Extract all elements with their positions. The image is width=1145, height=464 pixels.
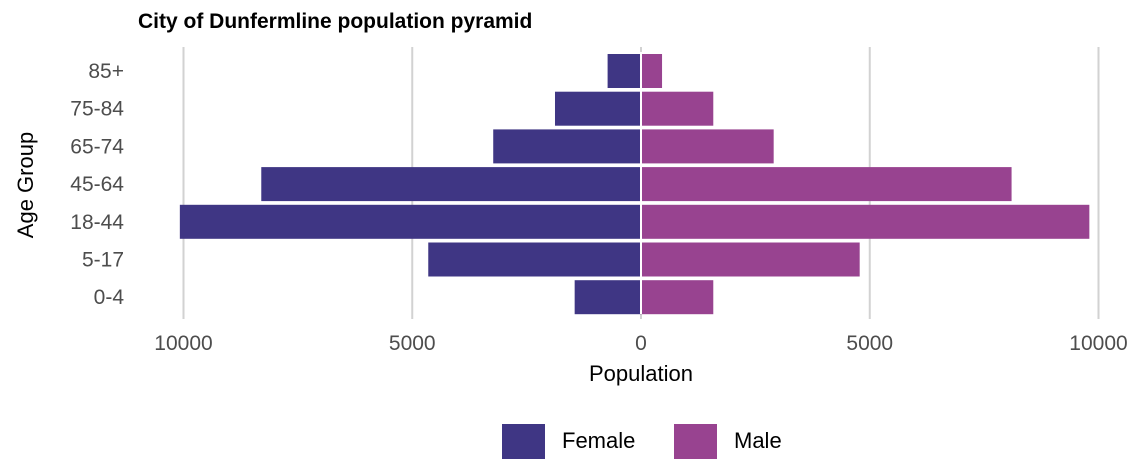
y-tick-label: 18-44 bbox=[70, 211, 124, 234]
bar-female-65-74 bbox=[493, 129, 641, 164]
bar-female-75-84 bbox=[554, 91, 641, 126]
y-axis-tick-labels: 0-4 5-17 18-44 45-64 65-74 75-84 85+ bbox=[70, 60, 124, 309]
x-tick-label: 5000 bbox=[846, 332, 893, 355]
x-tick-label: 5000 bbox=[389, 332, 436, 355]
bar-male-65-74 bbox=[641, 129, 774, 164]
x-axis-title: Population bbox=[589, 361, 693, 386]
y-tick-label: 0-4 bbox=[94, 286, 125, 309]
legend-label: Male bbox=[734, 428, 782, 453]
y-axis-title: Age Group bbox=[13, 132, 38, 238]
y-tick-label: 75-84 bbox=[70, 98, 124, 121]
x-tick-label: 0 bbox=[635, 332, 647, 355]
y-tick-label: 45-64 bbox=[70, 173, 124, 196]
legend-label: Female bbox=[562, 428, 635, 453]
bar-male-85plus bbox=[641, 54, 663, 88]
bar-female-5-17 bbox=[428, 242, 641, 277]
legend-item-female: Female bbox=[502, 424, 635, 459]
bar-male-75-84 bbox=[641, 91, 714, 126]
bar-male-5-17 bbox=[641, 242, 860, 277]
x-tick-label: 10000 bbox=[154, 332, 212, 355]
chart-title: City of Dunfermline population pyramid bbox=[138, 10, 532, 33]
legend-item-male: Male bbox=[674, 424, 782, 459]
bar-female-18-44 bbox=[179, 204, 641, 239]
y-tick-label: 65-74 bbox=[70, 135, 124, 158]
x-tick-label: 10000 bbox=[1069, 332, 1127, 355]
bar-male-45-64 bbox=[641, 167, 1012, 202]
bar-female-85plus bbox=[607, 54, 641, 88]
y-tick-label: 85+ bbox=[88, 60, 124, 83]
bar-male-0-4 bbox=[641, 280, 714, 315]
legend-swatch bbox=[674, 424, 717, 459]
bar-female-0-4 bbox=[574, 280, 641, 315]
x-axis-tick-labels: 10000 5000 0 5000 10000 bbox=[154, 332, 1127, 355]
bar-male-18-44 bbox=[641, 204, 1090, 239]
y-tick-label: 5-17 bbox=[82, 249, 124, 272]
bars bbox=[179, 52, 1090, 315]
legend: Female Male bbox=[502, 424, 782, 459]
legend-swatch bbox=[502, 424, 545, 459]
bar-female-45-64 bbox=[261, 167, 641, 202]
